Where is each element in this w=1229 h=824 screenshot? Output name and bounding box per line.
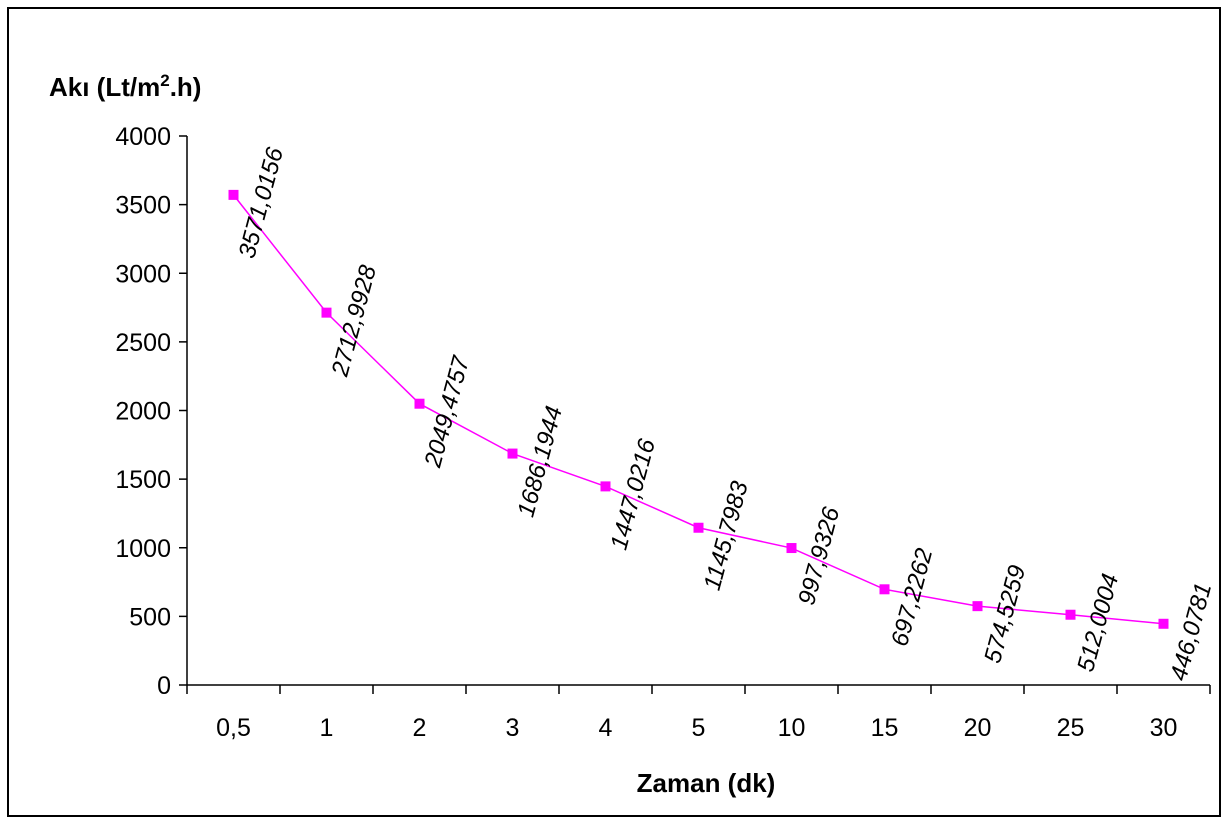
x-tick-label: 25 — [1057, 714, 1085, 742]
y-tick-label: 3500 — [115, 192, 171, 220]
x-tick-label: 4 — [599, 714, 613, 742]
y-axis-title: Akı (Lt/m2.h) — [49, 71, 201, 102]
x-tick-label: 5 — [692, 714, 706, 742]
x-tick-label: 10 — [778, 714, 806, 742]
y-tick-label: 500 — [129, 603, 171, 631]
y-tick-label: 1500 — [115, 466, 171, 494]
x-tick-label: 30 — [1150, 714, 1178, 742]
data-label: 512,0004 — [1072, 571, 1124, 675]
x-tick-label: 2 — [413, 714, 427, 742]
data-point-marker — [972, 601, 983, 612]
data-point-marker — [786, 543, 797, 554]
x-tick-label: 0,5 — [216, 714, 251, 742]
data-label: 446,0781 — [1165, 580, 1217, 684]
y-tick-label: 0 — [157, 672, 171, 700]
y-tick-label: 3000 — [115, 260, 171, 288]
line-chart: Akı (Lt/m2.h) Zaman (dk) 050010001500200… — [49, 71, 1217, 798]
data-point-marker — [1065, 609, 1076, 620]
chart-frame: Akı (Lt/m2.h) Zaman (dk) 0 500 1000 1500 200… — [7, 7, 1221, 817]
data-point-marker — [600, 481, 611, 492]
x-tick-label: 1 — [320, 714, 334, 742]
y-axis-title-tail: .h) — [170, 72, 202, 102]
data-label: 1145,7983 — [699, 478, 754, 593]
data-label: 3571,0156 — [234, 144, 290, 261]
data-point-marker — [414, 398, 425, 409]
x-tick-label: 20 — [964, 714, 992, 742]
data-point-marker — [321, 307, 332, 318]
data-point-marker — [693, 522, 704, 533]
y-axis-title-sup: 2 — [160, 71, 169, 90]
data-label: 1447,0216 — [606, 436, 662, 553]
data-point-marker — [228, 189, 239, 200]
data-label: 2049,4757 — [419, 352, 475, 471]
data-point-marker — [507, 448, 518, 459]
x-tick-label: 15 — [871, 714, 899, 742]
data-label: 997,9326 — [793, 504, 845, 608]
data-point-marker — [879, 584, 890, 595]
y-tick-label: 2500 — [115, 329, 171, 357]
y-tick-label: 2000 — [115, 398, 171, 426]
y-axis-title-main: Akı (Lt/m — [49, 72, 160, 102]
series-line — [232, 194, 1164, 625]
data-label: 574,5259 — [979, 562, 1031, 666]
y-tick-label: 1000 — [115, 535, 171, 563]
y-tick-label: 4000 — [115, 123, 171, 151]
data-point-marker — [1158, 618, 1169, 629]
data-label: 1686,1944 — [513, 403, 568, 520]
x-tick-label: 3 — [506, 714, 520, 742]
x-axis-title: Zaman (dk) — [637, 768, 776, 798]
